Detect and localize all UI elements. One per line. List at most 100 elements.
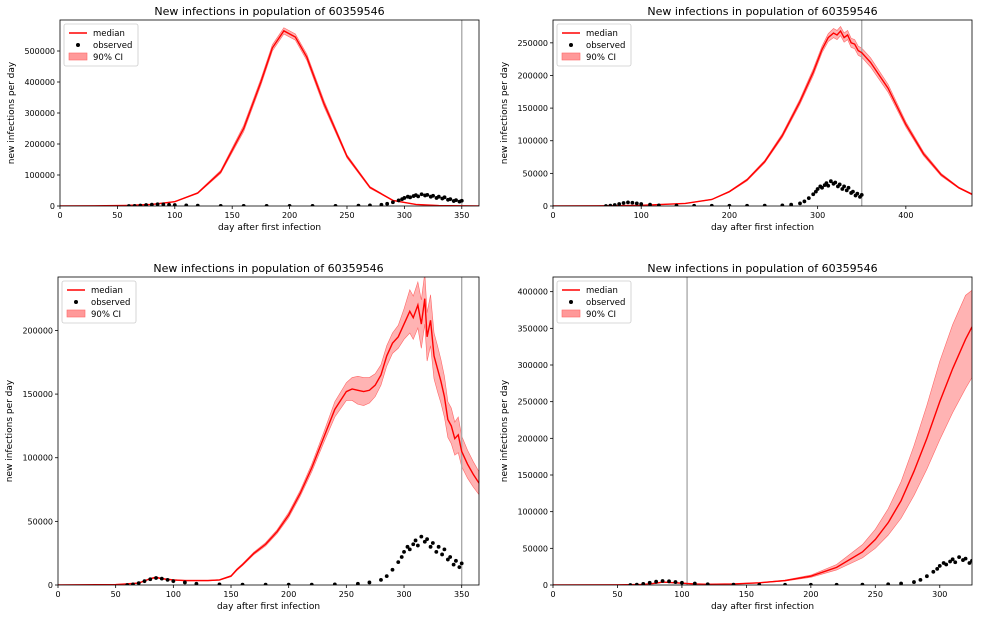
observed-point	[194, 581, 199, 585]
observed-point	[459, 198, 464, 203]
observed-point	[626, 200, 630, 205]
plot-content	[553, 277, 972, 585]
observed-point	[436, 544, 441, 549]
observed-point	[660, 579, 665, 583]
observed-points	[125, 534, 464, 585]
observed-point	[159, 576, 164, 581]
observed-point	[240, 582, 245, 585]
observed-point	[948, 559, 952, 564]
x-tick-label: 200	[803, 590, 818, 599]
observed-point	[970, 558, 972, 563]
observed-point	[667, 579, 671, 584]
observed-point	[621, 201, 626, 205]
observed-point	[167, 202, 171, 206]
y-tick-label: 50000	[523, 169, 548, 178]
observed-point	[442, 195, 447, 200]
observed-point	[182, 580, 187, 585]
observed-point	[617, 202, 622, 206]
observed-point	[136, 581, 141, 585]
observed-point	[705, 582, 710, 585]
observed-point	[402, 550, 406, 554]
plot-content	[60, 20, 479, 206]
y-tick-label: 250000	[517, 39, 548, 48]
observed-point	[630, 200, 635, 205]
x-tick-label: 0	[57, 211, 62, 220]
chart-panel-2: 0 100 200 300 400 0 50000 100000 150000 200000 250…	[500, 5, 973, 233]
legend: median observed 90% CI	[556, 23, 632, 67]
observed-point	[286, 582, 291, 585]
observed-point	[165, 578, 170, 582]
observed-point	[802, 199, 807, 204]
observed-point	[396, 198, 401, 203]
x-tick-label: 0	[550, 211, 555, 220]
observed-point	[820, 185, 824, 190]
x-tick-label: 50	[111, 590, 121, 599]
x-tick-label: 100	[634, 211, 649, 220]
x-tick-label: 150	[739, 590, 754, 599]
observed-points	[628, 555, 972, 585]
x-tick-label: 150	[223, 590, 238, 599]
observed-point	[628, 583, 633, 585]
observed-point	[680, 580, 684, 585]
observed-point	[656, 203, 661, 206]
observed-point	[399, 555, 404, 559]
observed-point	[806, 196, 811, 201]
axes-frame	[552, 19, 973, 207]
x-tick-label: 100	[167, 211, 182, 220]
x-axis-label: day after first infection	[711, 602, 814, 612]
y-tick-label: 200000	[517, 71, 548, 80]
observed-point	[390, 567, 395, 572]
observed-point	[957, 555, 962, 560]
observed-point	[379, 202, 384, 206]
observed-point	[780, 203, 785, 206]
observed-point	[405, 544, 410, 549]
observed-point	[356, 203, 361, 206]
observed-point	[264, 204, 269, 206]
legend-observed-label: observed	[586, 298, 625, 308]
observed-point	[310, 204, 315, 206]
observed-point	[647, 580, 652, 585]
observed-point	[789, 202, 794, 206]
observed-point	[309, 582, 314, 585]
y-axis-label: new infections per day	[7, 61, 17, 164]
x-tick-label: 100	[674, 590, 689, 599]
ci-band	[58, 277, 479, 585]
observed-point	[634, 201, 639, 206]
observed-point	[434, 550, 439, 554]
y-tick-label: 100000	[22, 454, 53, 463]
legend-ci-swatch	[66, 309, 86, 318]
x-tick-label: 300	[810, 211, 825, 220]
observed-point	[333, 203, 338, 206]
x-tick-label: 350	[454, 211, 469, 220]
ci-band	[60, 27, 479, 206]
observed-point	[195, 203, 200, 206]
legend-observed-swatch	[74, 300, 78, 304]
observed-point	[673, 580, 678, 584]
observed-point	[368, 203, 372, 206]
legend-median-label: median	[586, 29, 618, 39]
legend-median-label: median	[91, 286, 123, 296]
legend-observed-swatch	[569, 43, 573, 47]
observed-point	[745, 203, 749, 206]
legend-ci-swatch	[561, 309, 581, 318]
observed-point	[379, 578, 383, 582]
observed-point	[692, 581, 697, 585]
observed-point	[419, 192, 424, 197]
observed-point	[967, 561, 972, 565]
axes-frame	[57, 276, 480, 586]
observed-point	[654, 579, 659, 584]
observed-point	[899, 581, 903, 585]
observed-point	[138, 203, 143, 206]
y-tick-label: 50000	[28, 517, 53, 526]
axes-frame	[552, 276, 973, 586]
y-tick-label: 500000	[24, 47, 55, 56]
y-tick-label: 150000	[517, 471, 548, 480]
observed-point	[808, 582, 813, 585]
observed-point	[833, 180, 838, 185]
observed-point	[859, 193, 864, 197]
observed-point	[783, 582, 787, 585]
observed-point	[846, 185, 851, 190]
observed-point	[184, 203, 189, 206]
x-tick-label: 300	[932, 590, 947, 599]
observed-point	[411, 542, 416, 547]
